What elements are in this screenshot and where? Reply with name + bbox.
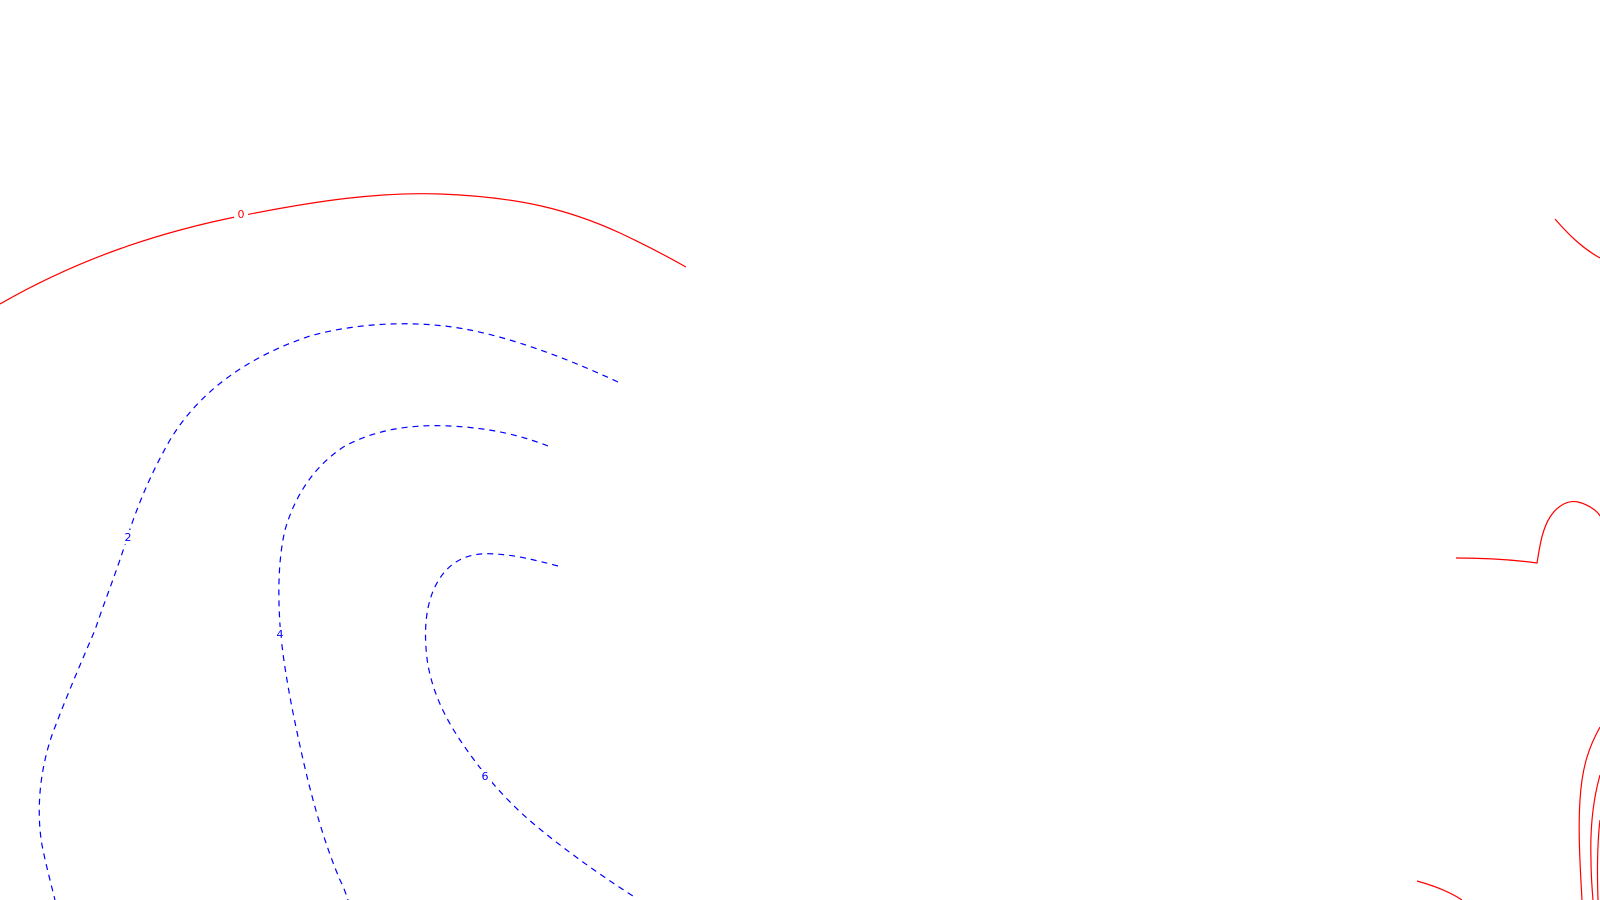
contour-line-four <box>278 425 549 900</box>
contour-label-six: 6 <box>482 770 489 783</box>
contour-line-right-top <box>1554 218 1600 259</box>
contour-line-right-bottom-outer <box>1578 726 1600 900</box>
contour-line-right-bottom-inner-1 <box>1590 774 1600 900</box>
contour-line-zero <box>0 193 687 305</box>
contour-line-right-bottom-inner-2 <box>1596 819 1600 900</box>
contour-label-four: 4 <box>277 628 284 641</box>
contour-line-two <box>38 323 619 900</box>
contour-label-zero: 0 <box>238 208 245 221</box>
contour-line-right-middle <box>1455 500 1600 564</box>
contour-line-six <box>424 553 637 899</box>
contour-line-bottom-right-fragment <box>1416 880 1463 900</box>
contour-label-two: 2 <box>125 531 132 544</box>
